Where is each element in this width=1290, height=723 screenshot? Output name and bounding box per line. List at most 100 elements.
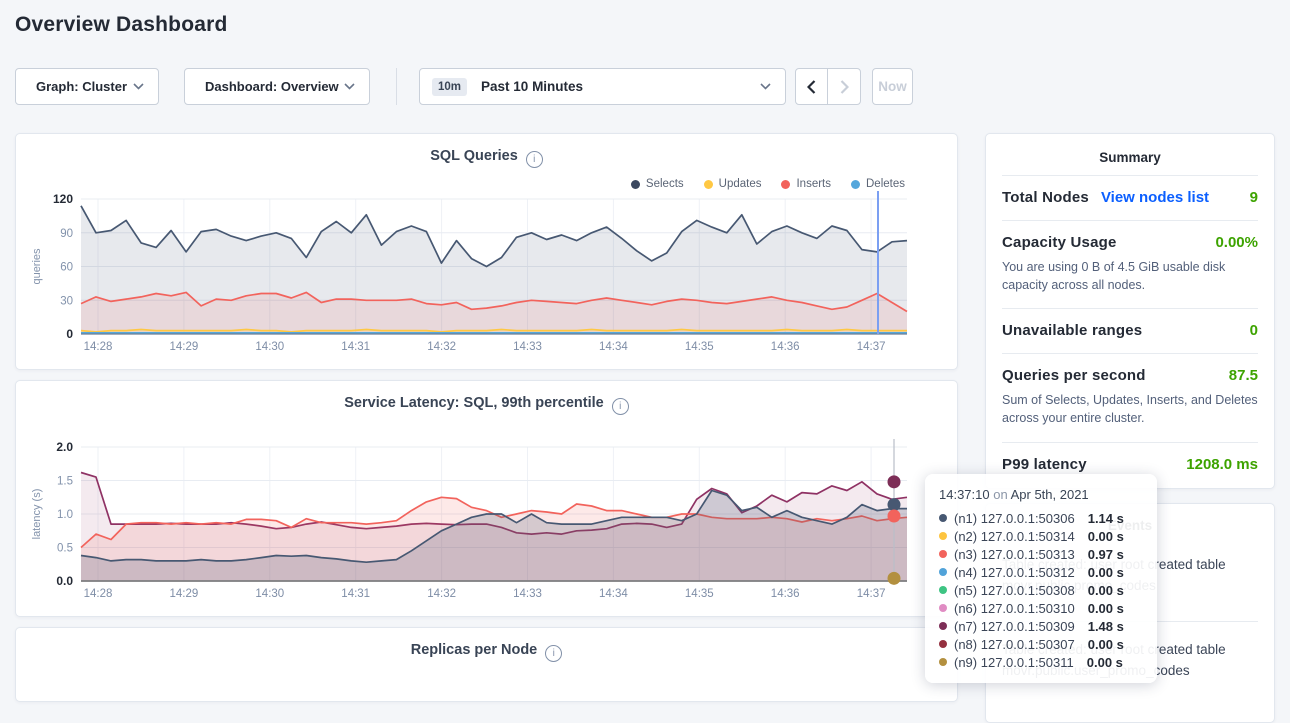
qps-description: Sum of Selects, Updates, Inserts, and De… <box>1002 393 1258 426</box>
node-value: 0.00 s <box>1087 582 1124 598</box>
unavailable-ranges-value: 0 <box>1249 322 1258 340</box>
series-area-Inserts <box>81 292 907 334</box>
sql-queries-chart-card: SQL Queries i Selects Updates Inserts Delete… <box>15 133 958 370</box>
time-next-button[interactable] <box>827 68 861 105</box>
node-color-dot <box>939 550 947 558</box>
chevron-down-icon <box>133 83 144 90</box>
x-tick-label: 14:30 <box>255 341 284 353</box>
x-tick-label: 14:34 <box>599 588 628 600</box>
node-address: (n3) 127.0.0.1:50313 <box>954 546 1075 562</box>
tooltip-node-row: (n4) 127.0.0.1:50312 0.00 s <box>939 563 1143 581</box>
dashboard-label: Dashboard: Overview <box>205 79 339 94</box>
node-color-dot <box>939 658 947 666</box>
y-tick-label: 60 <box>60 262 73 274</box>
x-tick-label: 14:35 <box>685 341 714 353</box>
x-tick-label: 14:28 <box>84 588 113 600</box>
hover-point-dot <box>887 498 901 512</box>
x-tick-label: 14:37 <box>857 341 886 353</box>
service-latency-chart-card: Service Latency: SQL, 99th percentile i 1… <box>15 380 958 617</box>
legend-item-inserts[interactable]: Inserts <box>781 178 831 190</box>
node-color-dot <box>939 604 947 612</box>
node-value: 0.00 s <box>1087 528 1124 544</box>
x-tick-label: 14:34 <box>599 341 628 353</box>
x-tick-label: 14:28 <box>84 341 113 353</box>
y-tick-label: 120 <box>53 192 73 206</box>
x-tick-label: 14:29 <box>170 588 199 600</box>
dashboard-dropdown[interactable]: Dashboard: Overview <box>184 68 370 105</box>
qps-value: 87.5 <box>1228 367 1258 385</box>
chart-title-sql-queries: SQL Queries i <box>16 148 957 168</box>
summary-title: Summary <box>1099 150 1161 165</box>
node-address: (n8) 127.0.0.1:50307 <box>954 636 1075 652</box>
x-tick-label: 14:36 <box>771 588 800 600</box>
summary-row-qps: Queries per second 87.5 Sum of Selects, … <box>1002 353 1258 441</box>
time-range-dropdown[interactable]: 10m Past 10 Minutes <box>419 68 786 105</box>
tooltip-node-row: (n9) 127.0.0.1:50311 0.00 s <box>939 653 1143 671</box>
y-tick-label: 0 <box>66 327 73 341</box>
node-value: 0.00 s <box>1087 636 1124 652</box>
y-tick-label: 30 <box>60 295 73 307</box>
p99-latency-value: 1208.0 ms <box>1186 455 1258 473</box>
series-area-(n1) 127.0.0.1:50306 <box>81 490 907 581</box>
legend-dot <box>703 179 713 189</box>
node-color-dot <box>939 514 947 522</box>
tooltip-node-row: (n6) 127.0.0.1:50310 0.00 s <box>939 599 1143 617</box>
info-icon[interactable]: i <box>525 151 543 168</box>
node-color-dot <box>939 568 947 576</box>
node-address: (n2) 127.0.0.1:50314 <box>954 528 1075 544</box>
y-tick-label: 90 <box>60 228 73 240</box>
chevron-down-icon <box>344 83 355 90</box>
tooltip-timestamp: 14:37:10 on Apr 5th, 2021 <box>939 487 1089 502</box>
total-nodes-value: 9 <box>1249 189 1258 206</box>
y-tick-label: 0.5 <box>57 543 73 555</box>
tooltip-node-row: (n7) 127.0.0.1:50309 1.48 s <box>939 617 1143 635</box>
tooltip-node-row: (n5) 127.0.0.1:50308 0.00 s <box>939 581 1143 599</box>
series-line-Inserts <box>80 291 908 313</box>
legend-item-deletes[interactable]: Deletes <box>851 178 905 190</box>
chevron-left-icon <box>807 79 816 94</box>
x-tick-label: 14:29 <box>170 341 199 353</box>
chevron-down-icon <box>760 83 771 90</box>
tooltip-node-row: (n8) 127.0.0.1:50307 0.00 s <box>939 635 1143 653</box>
hover-point-dot <box>887 475 901 489</box>
view-nodes-list-link[interactable]: View nodes list <box>1100 189 1210 206</box>
node-value: 0.00 s <box>1086 654 1123 670</box>
y-tick-label: 0.0 <box>56 574 73 588</box>
x-tick-label: 14:30 <box>255 588 284 600</box>
hover-point-dot <box>887 571 901 585</box>
graph-scope-label: Graph: Cluster <box>36 79 128 94</box>
node-value: 0.00 s <box>1087 600 1124 616</box>
capacity-label: Capacity Usage <box>1002 234 1117 251</box>
p99-latency-label: P99 latency <box>1002 455 1087 473</box>
x-tick-label: 14:33 <box>513 588 542 600</box>
legend-item-updates[interactable]: Updates <box>703 178 761 190</box>
summary-row-total-nodes: Total Nodes View nodes list 9 <box>1002 175 1258 220</box>
node-value: 1.14 s <box>1087 510 1124 526</box>
summary-row-unavailable: Unavailable ranges 0 <box>1002 308 1258 353</box>
replicas-per-node-chart-card: Replicas per Node i <box>15 627 958 702</box>
node-value: 1.48 s <box>1087 618 1124 634</box>
chart-hover-tooltip: 14:37:10 on Apr 5th, 2021 (n1) 127.0.0.1… <box>925 474 1157 683</box>
tooltip-node-row: (n1) 127.0.0.1:50306 1.14 s <box>939 509 1143 527</box>
capacity-value: 0.00% <box>1215 234 1258 251</box>
hover-point-dot <box>887 509 901 523</box>
x-tick-label: 14:31 <box>341 341 370 353</box>
node-address: (n6) 127.0.0.1:50310 <box>954 600 1075 616</box>
node-color-dot <box>939 622 947 630</box>
x-tick-label: 14:35 <box>685 588 714 600</box>
time-range-label: Past 10 Minutes <box>481 79 584 94</box>
total-nodes-label: Total Nodes <box>1002 189 1089 206</box>
info-icon[interactable]: i <box>611 398 629 415</box>
tooltip-node-row: (n2) 127.0.0.1:50314 0.00 s <box>939 527 1143 545</box>
graph-scope-dropdown[interactable]: Graph: Cluster <box>15 68 159 105</box>
y-tick-label: 2.0 <box>56 440 73 454</box>
series-line-(n1) 127.0.0.1:50306 <box>80 489 907 564</box>
time-prev-button[interactable] <box>795 68 828 105</box>
legend-item-selects[interactable]: Selects <box>630 178 684 190</box>
legend-dot <box>781 179 791 189</box>
tooltip-node-row: (n3) 127.0.0.1:50313 0.97 s <box>939 545 1143 563</box>
node-color-dot <box>939 532 947 540</box>
time-now-button[interactable]: Now <box>872 68 913 105</box>
info-icon[interactable]: i <box>545 645 563 662</box>
y-axis-label: queries <box>31 248 43 285</box>
